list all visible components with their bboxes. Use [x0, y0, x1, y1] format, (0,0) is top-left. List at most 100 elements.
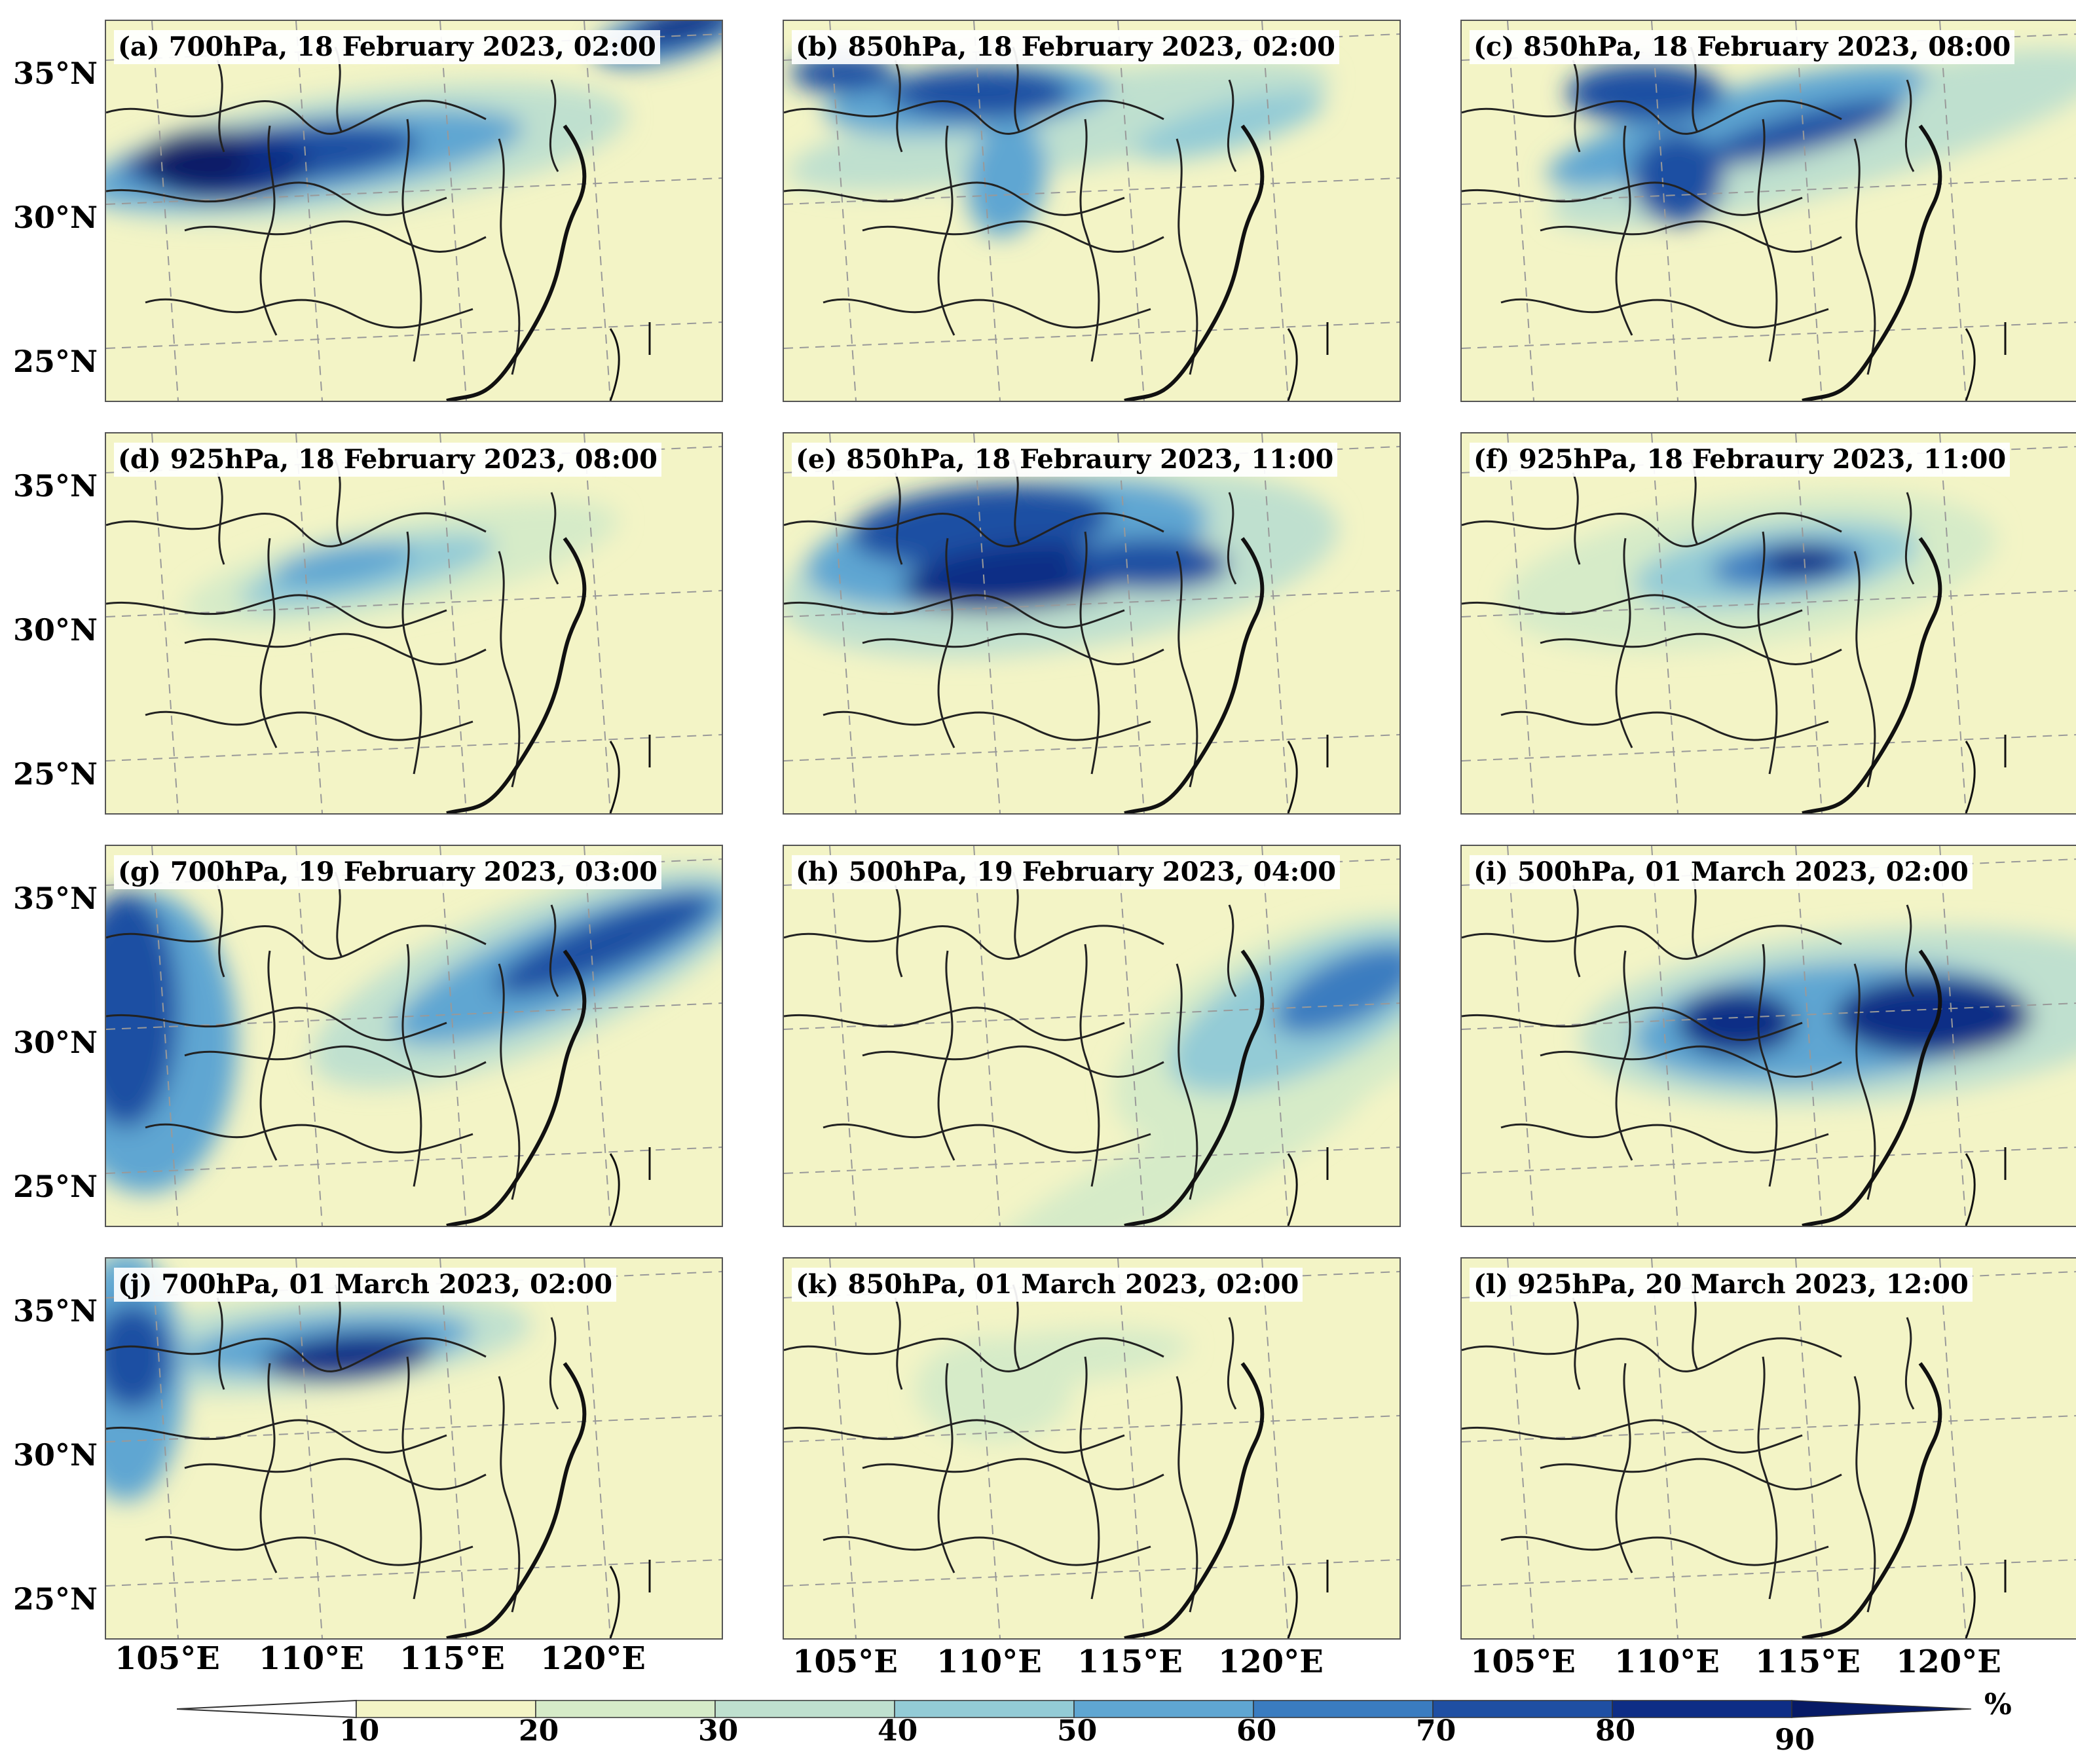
longitude-line	[973, 21, 1001, 401]
province-border	[549, 904, 559, 997]
longitude-line	[829, 846, 857, 1226]
latitude-line	[1462, 1147, 2076, 1174]
panel-title: (e) 850hPa, 18 Febraury 2023, 11:00	[792, 443, 1338, 477]
humidity-field	[106, 1259, 531, 1501]
panel-title: (b) 850hPa, 18 February 2023, 02:00	[792, 30, 1339, 64]
map-canvas	[784, 1259, 1399, 1638]
humidity-field	[1580, 927, 2076, 1105]
province-border	[894, 1297, 903, 1390]
province-borders	[784, 872, 1237, 1200]
colorbar-segment	[1253, 1700, 1434, 1718]
longitude-line	[295, 846, 323, 1226]
longitude-line	[1795, 1259, 1823, 1638]
taiwan-outline	[609, 1566, 620, 1638]
lon-label-120e: 120°E	[1896, 1644, 2001, 1680]
province-border	[823, 1123, 1151, 1154]
province-border	[1079, 944, 1100, 1187]
latitude-line	[106, 1415, 722, 1442]
map-canvas	[784, 21, 1399, 401]
province-border	[784, 1419, 1125, 1454]
panel-k: (k) 850hPa, 01 March 2023, 02:00	[783, 1257, 1401, 1640]
lat-label-25n: 25°N	[13, 1169, 98, 1204]
colorbar-tick-label: 30	[698, 1714, 739, 1748]
province-border	[1853, 963, 1876, 1200]
taiwan-outline	[1287, 328, 1298, 401]
longitude-line	[1507, 433, 1534, 813]
humidity-contour	[1566, 64, 1724, 122]
colorbar-low-extension	[177, 1699, 357, 1719]
taiwan-outline	[609, 741, 620, 813]
province-border	[1853, 138, 1876, 375]
province-border	[145, 298, 473, 329]
humidity-contour	[263, 1332, 434, 1381]
longitude-line	[439, 846, 467, 1226]
province-border	[1462, 181, 1803, 216]
province-border	[1500, 710, 1829, 741]
lat-label-35n: 35°N	[13, 881, 98, 916]
lat-label-25n: 25°N	[13, 756, 98, 792]
province-border	[1079, 1356, 1100, 1600]
province-borders	[784, 459, 1237, 788]
province-border	[145, 1123, 473, 1154]
province-border	[1757, 1356, 1778, 1600]
province-border	[1500, 1123, 1829, 1154]
coastline	[1124, 537, 1265, 813]
province-border	[937, 950, 955, 1161]
province-border	[1227, 904, 1237, 997]
province-border	[259, 538, 278, 748]
humidity-field	[986, 911, 1399, 1226]
lon-label-110e: 110°E	[936, 1644, 1042, 1680]
province-border	[1176, 551, 1198, 788]
longitude-line	[1795, 433, 1823, 813]
humidity-contour	[1678, 990, 1796, 1056]
province-border	[498, 963, 521, 1200]
coastline	[1802, 124, 1942, 401]
longitude-line	[1651, 433, 1678, 813]
province-border	[498, 551, 521, 788]
province-border	[1615, 538, 1633, 748]
province-border	[1540, 1458, 1842, 1490]
province-border	[1176, 1376, 1198, 1613]
taiwan-outline	[1287, 1566, 1298, 1638]
longitude-line	[1507, 21, 1534, 401]
coastline	[1802, 537, 1942, 813]
panel-e: (e) 850hPa, 18 Febraury 2023, 11:00	[783, 432, 1401, 815]
province-border	[1500, 1535, 1829, 1566]
humidity-contour	[145, 136, 250, 188]
taiwan-outline	[1965, 1566, 1976, 1638]
panel-title: (d) 925hPa, 18 February 2023, 08:00	[114, 443, 661, 477]
province-border	[549, 1317, 559, 1410]
province-border	[549, 79, 559, 172]
colorbar-tick-label: 50	[1057, 1714, 1098, 1748]
latitude-line	[1462, 734, 2076, 762]
province-border	[216, 60, 225, 153]
province-border	[1176, 963, 1198, 1200]
panel-l: (l) 925hPa, 20 March 2023, 12:00	[1460, 1257, 2076, 1640]
panel-title: (g) 700hPa, 19 February 2023, 03:00	[114, 855, 661, 889]
panel-a: (a) 700hPa, 18 February 2023, 02:00	[105, 20, 723, 402]
longitude-line	[1939, 846, 1967, 1226]
longitude-line	[973, 846, 1001, 1226]
longitude-line	[1261, 846, 1289, 1226]
coastline	[446, 949, 587, 1226]
lon-label-110e: 110°E	[1614, 1644, 1720, 1680]
province-border	[106, 1419, 447, 1454]
province-border	[1615, 125, 1633, 336]
panel-title: (h) 500hPa, 19 February 2023, 04:00	[792, 855, 1341, 889]
taiwan-outline	[1287, 1153, 1298, 1226]
longitude-line	[1651, 846, 1678, 1226]
map-canvas	[784, 433, 1399, 813]
province-border	[1227, 79, 1237, 172]
longitude-line	[1117, 846, 1145, 1226]
province-border	[1462, 925, 1842, 960]
panel-title: (c) 850hPa, 18 February 2023, 08:00	[1470, 30, 2015, 64]
longitude-line	[439, 21, 467, 401]
map-canvas	[106, 846, 722, 1226]
latitude-line	[784, 1002, 1399, 1030]
humidity-contour	[1632, 132, 1724, 224]
lon-label-115e: 115°E	[1077, 1644, 1183, 1680]
province-border	[401, 944, 422, 1187]
province-border	[1462, 1006, 1803, 1041]
colorbar-tick-label: 80	[1595, 1714, 1636, 1748]
humidity-contour	[1835, 977, 2031, 1056]
